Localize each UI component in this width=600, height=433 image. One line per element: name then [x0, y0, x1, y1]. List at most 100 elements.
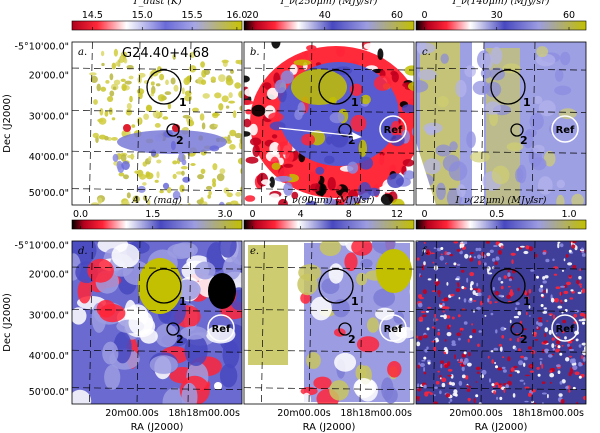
ref-marker: Ref — [551, 115, 579, 143]
dec-tick-label: -5°10'00.0" — [15, 240, 69, 251]
colorbar-tick-label: 1.0 — [561, 209, 576, 220]
panel-letter: c. — [422, 47, 431, 58]
ra-tick-label: 20m00.00s — [277, 408, 331, 419]
ref-label: Ref — [384, 324, 403, 335]
ref-marker: Ref — [379, 314, 407, 342]
dec-axis-label: Dec (J2000) — [2, 293, 13, 352]
source-2-circle — [510, 322, 524, 336]
colorbar-tick-label: 4 — [298, 209, 304, 220]
panel-b: 20 40 60 I_ν(250μm) (MJy/sr) 1 2 Ref b. — [243, 0, 415, 206]
colorbar: 0.0 1.5 3.0 — [71, 209, 243, 230]
colorbar-tick-label: 60 — [563, 10, 575, 21]
panel-frame — [71, 240, 243, 405]
colorbar-tick-label: 16.0 — [226, 10, 247, 21]
dec-axis-label: Dec (J2000) — [2, 94, 13, 153]
ra-axis: 20m00.00s 18h18m00.00s RA (J2000) — [105, 408, 240, 433]
panel-title: T_dust (K) — [132, 0, 182, 7]
dec-tick-label: 40'00.0" — [29, 152, 69, 163]
colorbar-tick-label: 14.5 — [82, 10, 103, 21]
coordinate-grid — [71, 240, 243, 405]
colorbar-tick-label: 0.5 — [489, 209, 504, 220]
colorbar-tick-label: 0 — [421, 10, 427, 21]
ref-label: Ref — [212, 324, 231, 335]
source-markers: 1 2 Ref — [490, 69, 579, 147]
map-image — [72, 241, 242, 404]
colorbar-tick-label: 15.5 — [182, 10, 203, 21]
source-markers: 1 2 Ref — [318, 268, 407, 346]
source-2-circle — [166, 123, 180, 137]
map-image — [244, 42, 414, 205]
source-markers: 1 2 Ref — [146, 268, 235, 346]
panel-title: I_ν(22μm) (MJy/sr) — [455, 195, 547, 206]
dec-axis: -5°10'00.0" 20'00.0" 30'00.0" 40'00.0" 50'00… — [2, 240, 69, 398]
dec-tick-label: 20'00.0" — [29, 71, 69, 82]
panel-letter: a. — [78, 47, 87, 58]
source-2-circle — [338, 123, 352, 137]
source-markers: 12 — [146, 69, 187, 147]
dec-tick-label: 50'00.0" — [29, 387, 69, 398]
source-1-label: 1 — [523, 96, 531, 109]
dec-tick-label: -5°10'00.0" — [15, 41, 69, 52]
source-markers: 1 2 Ref — [278, 69, 407, 147]
dec-tick-label: 40'00.0" — [29, 351, 69, 362]
source-1-circle — [490, 268, 526, 304]
source-1-circle — [318, 268, 354, 304]
ra-tick-label: 20m00.00s — [449, 408, 503, 419]
ref-marker: Ref — [207, 314, 235, 342]
colorbar-tick-label: 20 — [246, 10, 258, 21]
colorbar-tick-label: 40 — [319, 10, 331, 21]
panel-letter: e. — [250, 246, 259, 257]
ra-tick-label: 20m00.00s — [105, 408, 159, 419]
dec-tick-label: 30'00.0" — [29, 111, 69, 122]
colorbar: 0 4 8 12 — [243, 209, 415, 230]
panel-d: 0.0 1.5 3.0 A_V (mag) 1 2 Ref d. -5°10'00.0" 20'0… — [2, 195, 243, 433]
coordinate-grid — [243, 240, 415, 405]
field-label: G24.40+4.68 — [122, 46, 209, 61]
colorbar-tick-label: 0 — [249, 209, 255, 220]
source-1-label: 1 — [351, 295, 359, 308]
panel-title: A_V (mag) — [131, 195, 182, 206]
colorbar-tick-label: 60 — [391, 10, 403, 21]
source-1-circle — [490, 69, 526, 105]
colorbar-tick-label: 15.0 — [132, 10, 153, 21]
panel-frame — [71, 41, 243, 206]
source-1-label: 1 — [179, 96, 187, 109]
panel-a: 14.5 15.0 15.5 16.0T_dust (K)12a. G24.40+4.6… — [2, 0, 247, 206]
map-image — [244, 241, 414, 404]
ref-label: Ref — [556, 324, 575, 335]
panel-title: I_ν(140μm) (MJy/sr) — [452, 0, 550, 7]
source-2-circle — [338, 322, 352, 336]
panel-letter: f. — [421, 246, 429, 257]
source-2-label: 2 — [176, 134, 184, 147]
source-2-label: 2 — [348, 333, 356, 346]
colorbar-tick-label: 1.5 — [145, 209, 160, 220]
coordinate-grid — [71, 41, 243, 206]
colorbar-tick-label: 0 — [421, 209, 427, 220]
ra-axis: 20m00.00s 18h18m00.00s RA (J2000) — [449, 408, 584, 433]
panel-frame — [415, 240, 587, 405]
source-2-label: 2 — [348, 134, 356, 147]
ref-label: Ref — [556, 125, 575, 136]
ra-axis-label: RA (J2000) — [303, 422, 356, 433]
colorbar-tick-label: 12 — [391, 209, 403, 220]
source-markers: 1 2 Ref — [490, 268, 579, 346]
colorbar-tick-label: 0.0 — [73, 209, 88, 220]
map-image — [72, 42, 242, 205]
source-1-circle — [146, 268, 182, 304]
source-2-circle — [166, 322, 180, 336]
coordinate-grid — [415, 41, 587, 206]
ref-label: Ref — [384, 125, 403, 136]
ref-marker: Ref — [379, 115, 407, 143]
ra-axis-label: RA (J2000) — [475, 422, 528, 433]
source-1-circle — [146, 69, 182, 105]
source-1-label: 1 — [179, 295, 187, 308]
ra-axis: 20m00.00s 18h18m00.00s RA (J2000) — [277, 408, 412, 433]
source-2-label: 2 — [176, 333, 184, 346]
source-2-label: 2 — [520, 134, 528, 147]
panel-f: 0 0.5 1.0 I_ν(22μm) (MJy/sr) 1 2 Ref f. 20m00.00… — [415, 195, 587, 433]
source-1-circle — [318, 69, 354, 105]
ra-axis-label: RA (J2000) — [131, 422, 184, 433]
dec-tick-label: 20'00.0" — [29, 270, 69, 281]
